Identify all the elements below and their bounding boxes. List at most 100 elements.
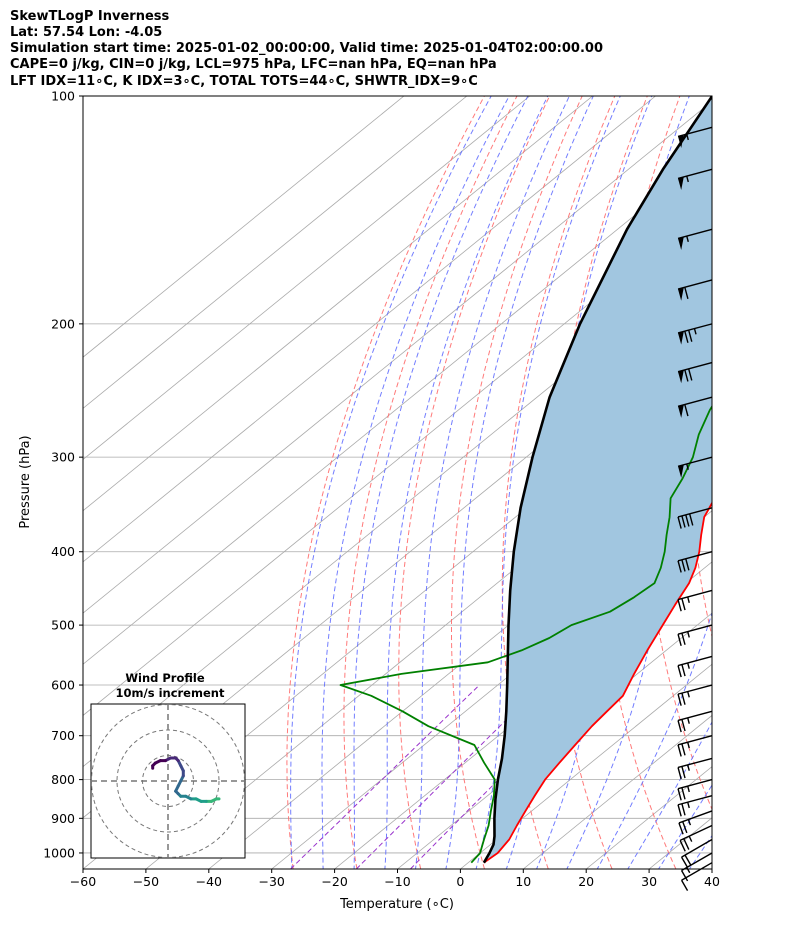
y-tick-label: 100: [51, 89, 75, 104]
wind-barb: [680, 852, 713, 882]
wind-barb: [677, 757, 713, 780]
wind-barb: [677, 361, 713, 384]
dry-adiabat-line: [343, 96, 518, 869]
wind-barb: [677, 684, 713, 706]
y-tick-label: 300: [51, 450, 75, 465]
wind-barb: [677, 710, 713, 733]
wind-barb: [677, 396, 713, 418]
wind-barb: [677, 507, 713, 529]
dry-adiabat-line: [501, 96, 616, 869]
dewpoint-line: [339, 404, 712, 864]
y-tick-label: 200: [51, 316, 75, 331]
moist-adiabat-line: [384, 96, 549, 869]
wind-barb: [677, 551, 713, 573]
dry-adiabat-line: [286, 96, 485, 869]
wind-barb: [677, 126, 713, 148]
isotherm-line: [83, 96, 656, 563]
moist-adiabat-line: [566, 169, 712, 869]
x-tick-label: 10: [515, 874, 531, 889]
y-tick-label: 400: [51, 544, 75, 559]
isotherm-line: [83, 100, 712, 614]
isotherm-line: [271, 510, 712, 869]
wind-barb: [677, 456, 713, 478]
wind-barb: [677, 323, 713, 345]
profile-lines: [339, 96, 712, 864]
isotherm-line: [460, 663, 712, 869]
moist-adiabat-line: [536, 96, 690, 869]
moist-adiabat-line: [353, 96, 529, 869]
wind-barbs: [677, 126, 713, 891]
x-tick-label: −20: [321, 874, 347, 889]
wind-barb: [677, 778, 713, 801]
isotherm-line: [83, 151, 712, 665]
title-line2: Lat: 57.54 Lon: -4.05: [10, 25, 163, 40]
parcel-line: [482, 96, 712, 864]
wind-barb: [680, 838, 713, 868]
wind-barb: [677, 735, 713, 757]
y-tick-label: 500: [51, 618, 75, 633]
dry-adiabat-line: [732, 96, 794, 869]
wind-barb: [678, 810, 713, 835]
cin-area: [483, 96, 712, 863]
wind-barb: [679, 824, 713, 852]
wind-barb: [677, 589, 713, 612]
y-tick-label: 600: [51, 678, 75, 693]
title-line5: LFT IDX=11∘C, K IDX=3∘C, TOTAL TOTS=44∘C…: [10, 74, 478, 89]
x-tick-label: −30: [259, 874, 285, 889]
cape-cin-fill: [483, 96, 712, 863]
title-line1: SkewTLogP Inverness: [10, 9, 170, 24]
wind-barb: [677, 794, 713, 817]
moist-adiabat-line: [596, 610, 712, 869]
hodograph-rings: [91, 704, 245, 858]
moist-adiabat-line: [414, 96, 570, 869]
isotherm-line: [83, 96, 593, 512]
y-tick-label: 1000: [43, 845, 75, 860]
x-tick-label: 20: [578, 874, 594, 889]
wind-barb: [677, 168, 713, 190]
title-line4: CAPE=0 j/kg, CIN=0 j/kg, LCL=975 hPa, LF…: [10, 57, 497, 72]
dry-adiabat-line: [774, 96, 794, 869]
isotherm-line: [775, 96, 794, 869]
hodograph-title: Wind Profile: [125, 671, 205, 685]
temperature-line: [483, 501, 712, 864]
isotherm-line: [83, 96, 531, 461]
wind-barb: [677, 279, 713, 301]
moist-adiabat-line: [475, 96, 621, 869]
moist-adiabat-line: [321, 96, 510, 869]
y-axis-label: Pressure (hPa): [18, 435, 33, 528]
wind-barb: [677, 655, 713, 678]
dry-adiabat-line: [398, 96, 551, 869]
moist-adiabat-line: [445, 96, 594, 869]
y-tick-label: 700: [51, 728, 75, 743]
wind-barb: [677, 228, 713, 250]
y-tick-label: 900: [51, 811, 75, 826]
x-tick-label: −40: [196, 874, 222, 889]
x-tick-label: 40: [704, 874, 720, 889]
isotherm-line: [83, 96, 405, 358]
wind-barb: [680, 862, 713, 891]
wind-barb: [677, 624, 713, 646]
x-tick-label: −50: [133, 874, 159, 889]
x-tick-label: −10: [384, 874, 410, 889]
mixing-ratio-line: [355, 684, 542, 869]
x-tick-label: −60: [70, 874, 96, 889]
isotherm-line: [83, 96, 468, 409]
hodograph-trace: [151, 756, 221, 803]
dry-adiabat-line: [451, 96, 583, 869]
dry-adiabat-line: [550, 96, 648, 869]
isotherm-line: [334, 561, 712, 869]
x-tick-label: 0: [456, 874, 464, 889]
isotherm-line: [523, 714, 712, 869]
hodograph-subtitle: 10m/s increment: [116, 686, 225, 700]
isotherm-line: [711, 868, 712, 869]
y-tick-label: 800: [51, 772, 75, 787]
y-axis-ticks: 1000 900 800 700 600 500 400 300 200 100: [43, 89, 83, 860]
moist-adiabat-line: [290, 96, 492, 869]
title-line3: Simulation start time: 2025-01-02_00:00:…: [10, 41, 603, 56]
mixing-ratio-line: [290, 684, 480, 869]
x-axis-label: Temperature (∘C): [339, 897, 454, 912]
moist-adiabat-line: [719, 96, 794, 871]
x-tick-label: 30: [641, 874, 657, 889]
x-axis-ticks: −60 −50 −40 −30 −20 −10 0 10 20 30 40: [70, 869, 720, 889]
